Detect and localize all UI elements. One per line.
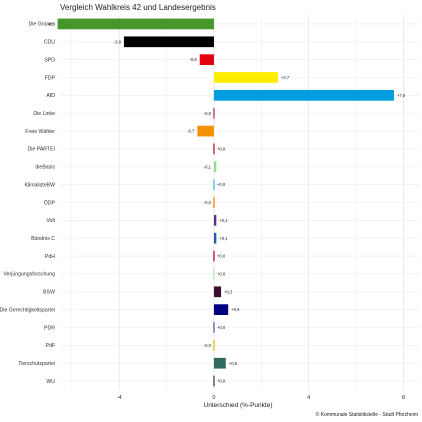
bar-layer (57, 18, 394, 387)
category-label: Bündnis C (31, 236, 55, 242)
value-label: -6,6 (47, 22, 55, 27)
category-label: PdH (45, 254, 55, 260)
x-axis-ticks: -4 0 4 8 (117, 395, 405, 401)
category-label: SPD (44, 57, 55, 63)
category-label: PDR (44, 325, 55, 331)
category-labels: Die Grünen CDU SPD FDP AfD Die Linke Freie Wäh… (0, 22, 56, 385)
value-label: -0,7 (187, 129, 195, 134)
category-label: Die Gerechtigkeitspartei (0, 307, 55, 313)
value-label: +0,0 (217, 325, 226, 330)
category-label: AfD (46, 93, 55, 99)
value-label: +0,0 (217, 272, 226, 277)
category-label: ÖDP (44, 199, 56, 206)
x-tick-label: 8 (402, 395, 405, 401)
category-label: PdF (45, 343, 55, 349)
category-label: Die PARTEI (28, 147, 55, 153)
category-label: CDU (44, 40, 55, 46)
category-label: KlimalisteBW (24, 182, 55, 188)
bar-volt (213, 215, 217, 226)
category-label: Freie Wähler (25, 129, 55, 135)
value-label: +0,6 (231, 307, 240, 312)
bar-bündnis-c (213, 232, 217, 244)
value-label: +0,0 (217, 182, 226, 187)
bar-tierschutzpartei (213, 357, 226, 369)
bar-bsw (213, 286, 222, 298)
bar-die-grünen (57, 18, 214, 30)
category-label: FDP (45, 75, 56, 81)
category-label: Tierschutzpartei (18, 361, 55, 367)
bar-afd (213, 90, 394, 101)
value-label: +0,0 (217, 147, 226, 152)
value-labels: -6,6 -3,8 -0,6 +2,7 +7,6 -0,0 -0,7 +0,0 -0,1 +0,0… (47, 22, 405, 384)
value-label: +0,5 (229, 361, 238, 366)
bar-freie-wähler (197, 125, 214, 137)
bar-cdu (123, 36, 214, 48)
value-label: +0,1 (219, 236, 228, 241)
value-label: -0,1 (204, 164, 212, 169)
value-label: +0,3 (224, 289, 233, 294)
category-label: Verjüngungsforschung (3, 272, 55, 278)
value-label: -3,8 (114, 39, 122, 44)
bar-die-partei (213, 143, 215, 155)
grid-layer (60, 15, 420, 390)
value-label: -0,0 (204, 111, 212, 116)
value-label: -0,0 (204, 343, 212, 348)
chart-title: Vergleich Wahlkreis 42 und Landesergebni… (60, 3, 216, 12)
bar-wu (213, 375, 215, 387)
x-tick-label: 4 (307, 395, 310, 401)
bar-pdr (213, 322, 215, 333)
x-tick-label: -4 (117, 395, 122, 401)
category-label: Die Linke (33, 111, 55, 117)
value-label: -0,0 (204, 200, 212, 205)
bar-pdf (213, 340, 215, 351)
bar-die-gerechtigkeitspartei (213, 304, 229, 315)
value-label: +0,0 (217, 254, 226, 259)
bar-fdp (213, 72, 278, 83)
bar-ödp (213, 197, 215, 208)
bar-pdh (213, 250, 215, 262)
bar-klimalistebw (213, 179, 215, 190)
bar-diebasis (213, 161, 217, 173)
value-label: +0,1 (219, 218, 228, 223)
bar-die-linke (213, 107, 215, 119)
category-label: Die Grünen (28, 22, 55, 28)
value-label: +7,6 (397, 93, 406, 98)
value-label: +2,7 (281, 75, 290, 80)
value-label: +0,0 (217, 379, 226, 384)
x-axis-title: Unterschied (%-Punkte) (204, 402, 273, 409)
category-label: Volt (46, 218, 55, 224)
bar-verjüngungsforschung (213, 268, 215, 280)
caption-text: © Kommunale Statistikstelle - Stadt Pfor… (316, 411, 418, 418)
x-tick-label: 0 (212, 395, 215, 401)
bar-spd (199, 54, 214, 65)
category-label: BSW (43, 290, 55, 296)
category-label: WU (46, 379, 55, 385)
category-label: dieBasis (35, 165, 55, 171)
value-label: -0,6 (190, 57, 198, 62)
